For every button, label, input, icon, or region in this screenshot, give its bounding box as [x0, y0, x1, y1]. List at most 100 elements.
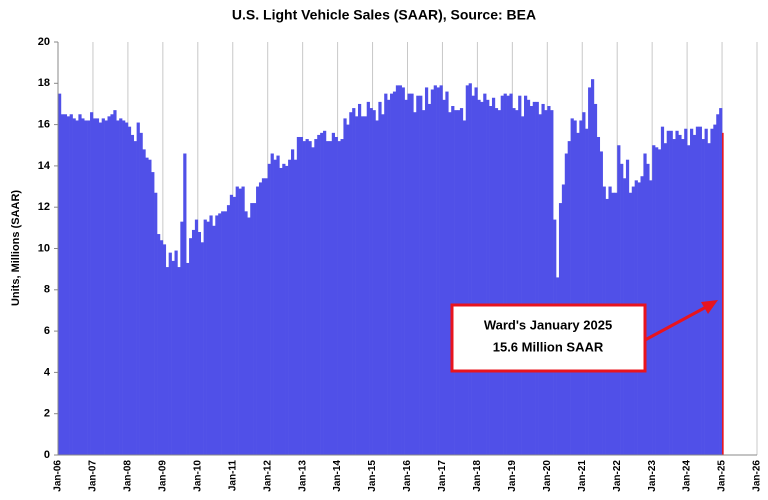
bar	[529, 106, 534, 455]
y-tick-label: 18	[38, 77, 50, 89]
x-tick-label: Jan-17	[437, 460, 448, 492]
bar	[372, 110, 376, 456]
bar	[317, 134, 321, 456]
x-tick-label: Jan-11	[227, 460, 238, 492]
x-tick-label: Jan-13	[297, 460, 308, 492]
x-tick-label: Jan-06	[53, 460, 64, 492]
x-tick-label: Jan-20	[542, 460, 553, 492]
x-tick-label: Jan-15	[367, 460, 378, 492]
y-tick-label: 16	[38, 119, 50, 131]
bar	[325, 141, 330, 455]
bar	[122, 120, 126, 455]
bar	[687, 145, 691, 455]
bar	[136, 122, 140, 455]
bar	[366, 101, 370, 455]
bar	[663, 143, 668, 455]
bar	[355, 116, 359, 455]
bar	[293, 159, 298, 455]
bar	[334, 136, 338, 456]
bar	[154, 192, 158, 455]
x-tick-label: Jan-23	[647, 460, 658, 492]
annotation-box	[450, 303, 647, 373]
bar	[590, 79, 595, 456]
bar	[649, 180, 653, 456]
bar	[127, 126, 132, 455]
bar	[684, 128, 688, 456]
bar	[302, 141, 306, 455]
bar	[69, 114, 73, 456]
bar	[124, 122, 129, 455]
x-tick-label: Jan-14	[332, 460, 343, 492]
bar	[407, 93, 411, 455]
bar	[81, 118, 85, 455]
x-tick-label: Jan-21	[577, 460, 588, 492]
bar	[291, 149, 295, 455]
bar	[541, 103, 545, 455]
bar	[468, 83, 472, 456]
x-tick-label: Jan-07	[88, 460, 99, 492]
bar	[722, 132, 724, 456]
bar	[585, 128, 589, 456]
bar	[433, 85, 437, 456]
bar	[387, 99, 391, 455]
bar	[410, 93, 414, 455]
x-tick-label: Jan-24	[682, 460, 693, 492]
bar	[695, 126, 700, 455]
y-tick-label: 4	[44, 366, 51, 378]
annotation-arrow	[644, 304, 709, 342]
bar	[276, 155, 280, 455]
bar	[258, 182, 263, 456]
y-tick-label: 8	[44, 284, 50, 296]
chart-title: U.S. Light Vehicle Sales (SAAR), Source:…	[232, 7, 536, 23]
y-tick-label: 20	[38, 36, 50, 48]
bar	[480, 101, 484, 455]
x-tick-label: Jan-16	[402, 460, 413, 492]
bar	[92, 118, 97, 455]
bar	[133, 141, 137, 455]
bar	[145, 157, 149, 455]
bar	[174, 250, 178, 455]
x-tick-label: Jan-19	[507, 460, 518, 492]
bar	[497, 110, 501, 456]
x-tick-label: Jan-09	[157, 460, 168, 492]
bar	[197, 231, 202, 455]
bar	[148, 159, 152, 455]
x-tick-label: Jan-08	[123, 460, 134, 492]
bar	[719, 108, 723, 455]
bar	[183, 153, 187, 455]
bar	[229, 194, 234, 455]
bar	[701, 139, 705, 455]
bar	[692, 134, 697, 456]
bar	[404, 99, 408, 455]
bar	[328, 141, 333, 455]
bar	[238, 188, 242, 456]
bar	[218, 213, 222, 455]
bar	[215, 215, 219, 455]
bar	[710, 128, 714, 456]
bar	[209, 215, 213, 455]
bar	[454, 110, 458, 456]
bar	[675, 130, 679, 456]
bar	[84, 120, 88, 455]
bar	[165, 267, 169, 455]
bar	[247, 217, 251, 455]
bar	[524, 95, 528, 455]
bar	[177, 267, 181, 455]
bar	[116, 120, 120, 455]
bar	[63, 114, 68, 456]
bar	[486, 99, 490, 455]
bar	[390, 93, 394, 455]
bar	[299, 136, 303, 456]
bar	[678, 134, 682, 456]
bar	[253, 203, 257, 455]
bar	[550, 110, 554, 456]
bar	[681, 139, 685, 455]
bar	[186, 262, 190, 455]
x-tick-label: Jan-22	[612, 460, 623, 492]
bar	[282, 163, 286, 455]
bar	[422, 110, 426, 456]
bar	[489, 106, 493, 455]
bar	[457, 110, 461, 456]
bar	[439, 85, 443, 456]
bar	[596, 136, 601, 456]
